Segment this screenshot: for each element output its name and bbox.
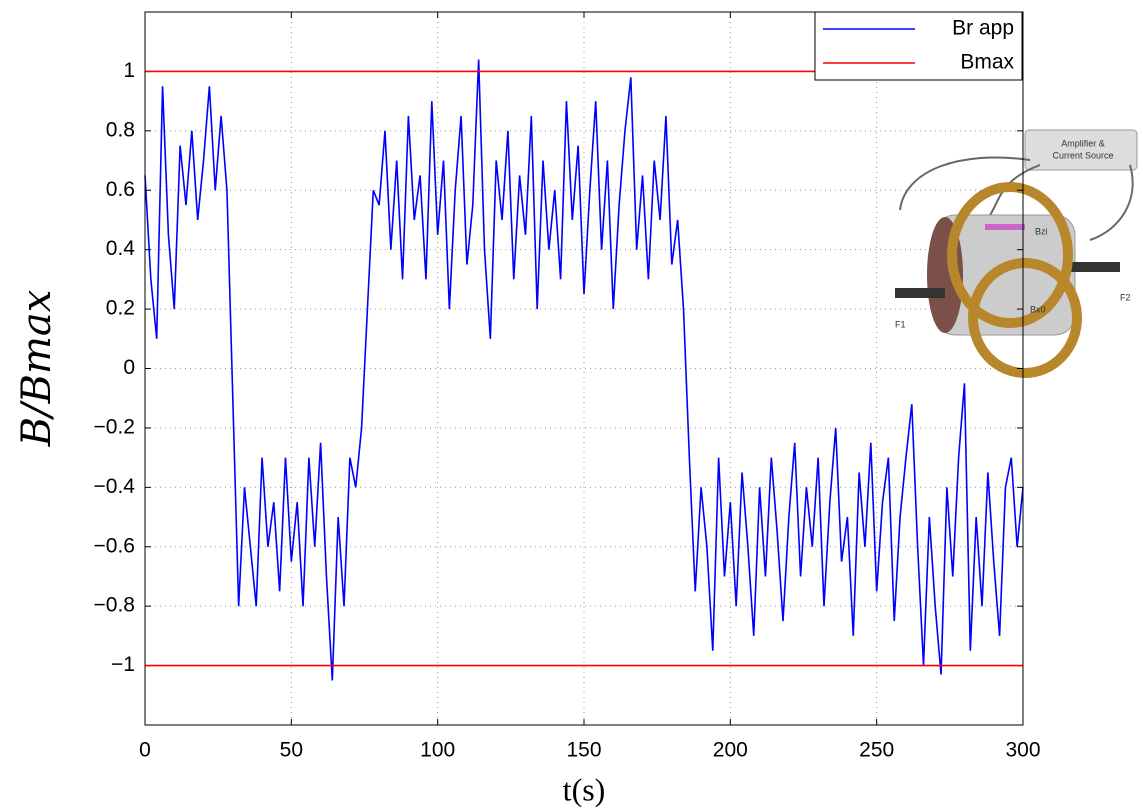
data-line — [144, 59, 1024, 681]
coil — [968, 258, 1082, 378]
legend-box — [814, 11, 1023, 81]
inset-label: Bx0 — [1030, 304, 1046, 314]
x-tick-label: 150 — [566, 739, 601, 762]
inset-label: F2 — [1120, 292, 1131, 302]
x-tick-label: 0 — [139, 739, 151, 762]
y-tick-label: −1 — [111, 653, 135, 676]
inset-label: Bzi — [1035, 226, 1048, 236]
x-axis-label: t(s) — [563, 771, 606, 807]
y-axis-label: B/Bmax — [14, 290, 60, 448]
legend-label: Bmax — [960, 51, 1014, 74]
y-tick-label: 0.8 — [106, 118, 135, 141]
y-tick-label: −0.8 — [94, 594, 135, 617]
sensor — [985, 224, 1025, 230]
x-tick-label: 200 — [713, 739, 748, 762]
x-tick-label: 300 — [1005, 739, 1040, 762]
inset-label: Amplifier & — [1061, 138, 1105, 148]
inset-label: Current Source — [1052, 150, 1113, 160]
x-tick-label: 100 — [420, 739, 455, 762]
legend: Br app Bmax — [814, 11, 1023, 81]
amplifier-box — [1024, 129, 1138, 171]
plot-frame — [144, 11, 1024, 726]
y-tick-label: −0.2 — [94, 415, 135, 438]
shaft — [895, 288, 945, 298]
y-tick-label: 0.2 — [106, 297, 135, 320]
y-tick-label: −0.6 — [94, 534, 135, 557]
apparatus-inset: Amplifier & Current Source Bzi Bx0 F1 F2 — [895, 129, 1138, 378]
y-tick-label: 1 — [123, 59, 135, 82]
y-tick-label: 0 — [123, 356, 135, 379]
legend-label: Br app — [952, 17, 1014, 40]
y-tick-label: 0.6 — [106, 178, 135, 201]
inset-label: F1 — [895, 319, 906, 329]
y-tick-label: 0.4 — [106, 237, 136, 260]
coil — [947, 182, 1073, 328]
shaft — [1070, 262, 1120, 272]
y-tick-label: −0.4 — [94, 475, 136, 498]
x-tick-label: 250 — [859, 739, 894, 762]
x-tick-label: 50 — [280, 739, 303, 762]
